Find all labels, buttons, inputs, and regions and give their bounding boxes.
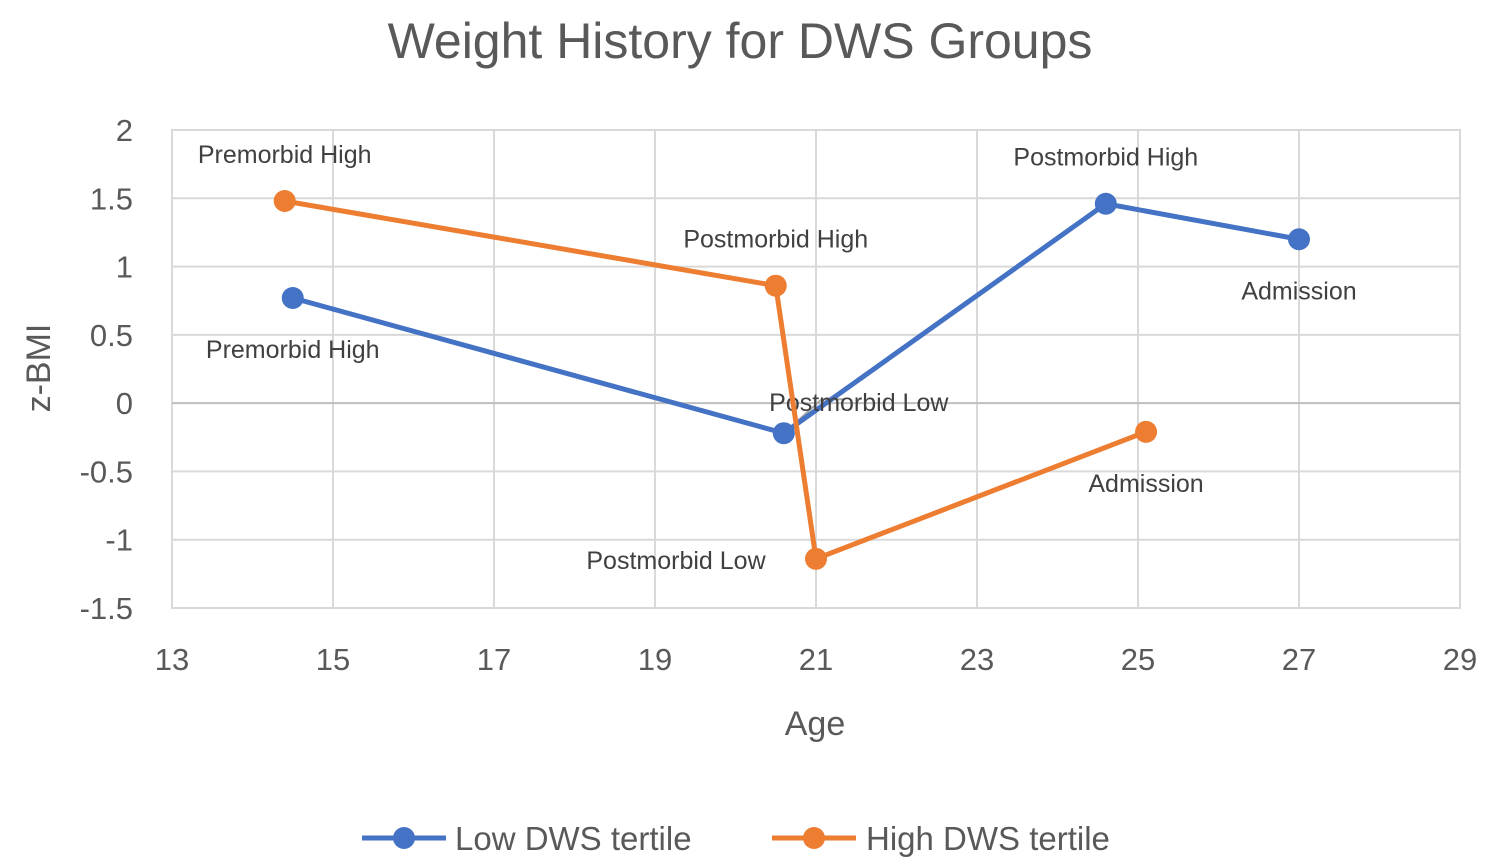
legend-label: Low DWS tertile [455, 820, 692, 857]
y-tick-label: 0 [116, 386, 133, 421]
y-tick-label: -0.5 [80, 454, 133, 489]
data-point [1094, 192, 1117, 215]
data-label: Premorbid High [198, 141, 372, 169]
data-point [1288, 228, 1310, 251]
x-tick-label: 15 [316, 642, 350, 677]
x-axis-title: Age [785, 705, 846, 743]
data-label: Postmorbid Low [769, 389, 949, 417]
data-point [764, 274, 787, 297]
y-tick-label: 0.5 [90, 318, 133, 353]
y-tick-label: -1 [105, 523, 133, 558]
x-tick-label: 21 [799, 642, 833, 677]
y-tick-label: 2 [116, 113, 133, 148]
data-label: Postmorbid High [1013, 144, 1198, 172]
x-tick-label: 29 [1443, 642, 1477, 677]
chart-title: Weight History for DWS Groups [388, 13, 1093, 69]
data-label: Postmorbid High [683, 226, 868, 254]
series-line [284, 198, 1147, 562]
y-axis-title: z-BMI [20, 324, 58, 413]
x-tick-label: 17 [477, 642, 511, 677]
y-tick-label: -1.5 [80, 591, 133, 626]
data-point [772, 422, 795, 445]
x-tick-label: 25 [1121, 642, 1155, 677]
data-label: Premorbid High [206, 336, 380, 364]
legend-label: High DWS tertile [866, 820, 1110, 857]
legend-marker [803, 827, 825, 849]
data-point [805, 547, 827, 570]
x-tick-label: 13 [155, 642, 189, 677]
series-line [292, 201, 1300, 436]
legend-marker [393, 827, 415, 849]
y-tick-label: 1 [116, 250, 133, 285]
x-tick-label: 19 [638, 642, 672, 677]
y-tick-label: 1.5 [90, 181, 133, 216]
data-point [273, 190, 296, 213]
data-label: Postmorbid Low [586, 547, 766, 575]
data-point [281, 286, 304, 309]
x-tick-label: 27 [1282, 642, 1316, 677]
x-tick-label: 23 [960, 642, 994, 677]
data-label: Admission [1088, 470, 1203, 498]
data-point [1135, 420, 1158, 443]
legend: Low DWS tertile High DWS tertile [362, 820, 1110, 857]
plot-area: 13 15 17 19 21 23 25 27 29 -1.5 -1 -0.5 0 0.5 1 1.5 2 Pre… [80, 113, 1478, 677]
data-label: Admission [1241, 277, 1356, 305]
